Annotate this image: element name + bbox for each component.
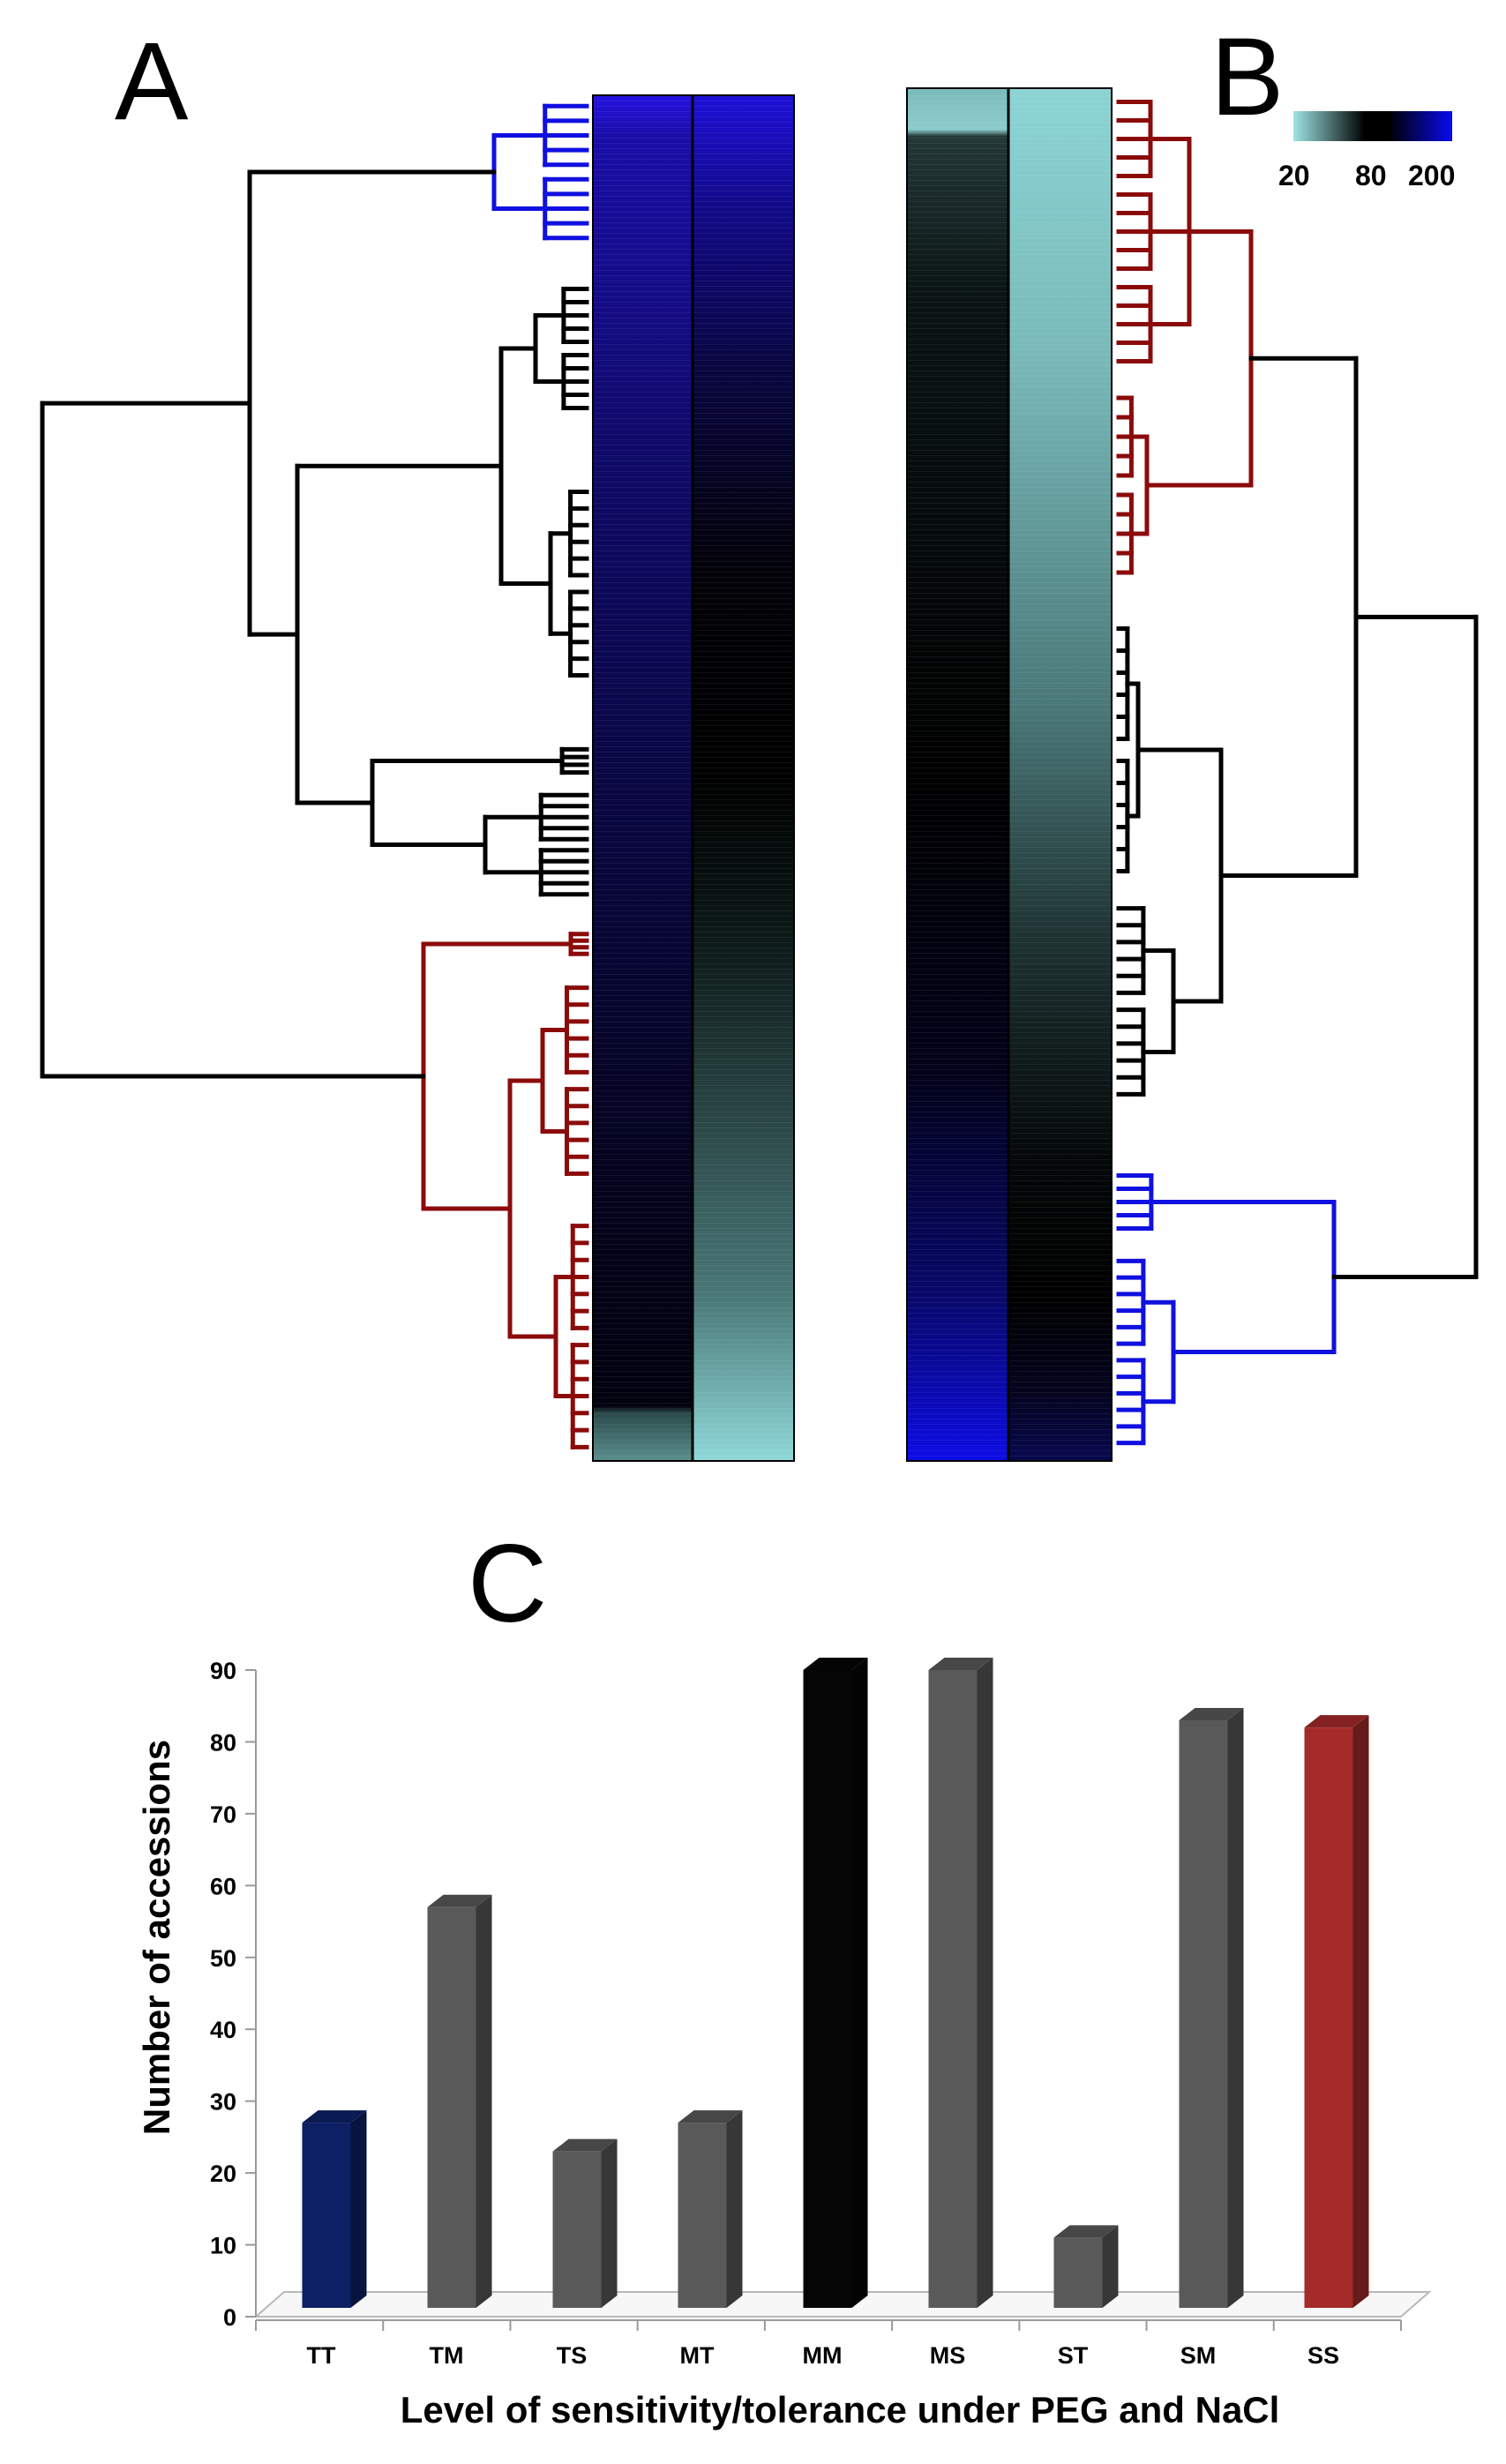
panel-label-a: A: [115, 20, 189, 143]
bar-front-6: [1053, 2237, 1103, 2308]
heatmap-legend: 20 80 200: [1278, 111, 1455, 191]
dendrogram-b: [1116, 100, 1479, 1446]
y-axis: 0 10 20 30 40 50 60 70 80 90: [210, 1658, 257, 2331]
y-tick-label-70: 70: [210, 1801, 236, 1828]
x-tick-label-ss: SS: [1307, 2342, 1339, 2369]
bar-chart-c: 0 10 20 30 40 50 60 70 80 90 TT TM TS MT MM MS ST SM SS N…: [136, 1658, 1432, 2430]
legend-label-mid: 80: [1355, 160, 1387, 191]
bar-side-0: [350, 2110, 367, 2308]
x-tick-label-st: ST: [1058, 2342, 1089, 2369]
bar-front-4: [803, 1670, 852, 2308]
x-axis: TT TM TS MT MM MS ST SM SS: [255, 2319, 1402, 2369]
y-tick-label-20: 20: [210, 2161, 236, 2187]
bar-mt: [678, 2110, 743, 2308]
bar-front-3: [678, 2123, 727, 2308]
bar-tt: [302, 2110, 367, 2308]
heatmap-b: [906, 87, 1113, 1462]
bar-top-7: [1179, 1708, 1244, 1721]
y-tick-label-10: 10: [210, 2233, 236, 2259]
x-axis-title: Level of sensitivity/tolerance under PEG…: [401, 2389, 1280, 2430]
bar-top-1: [427, 1894, 492, 1907]
bar-side-8: [1352, 1715, 1369, 2308]
bar-front-0: [302, 2123, 351, 2308]
bar-top-5: [928, 1658, 993, 1670]
x-tick-label-ts: TS: [557, 2342, 588, 2369]
bar-front-8: [1304, 1727, 1353, 2308]
y-tick-label-0: 0: [223, 2304, 236, 2331]
bar-side-4: [851, 1658, 868, 2308]
bar-ss: [1304, 1715, 1369, 2308]
bar-ms: [928, 1658, 993, 2308]
bar-sm: [1179, 1708, 1244, 2308]
bar-series: [302, 1658, 1369, 2308]
bar-side-3: [726, 2110, 743, 2308]
bar-side-1: [476, 1894, 492, 2308]
bar-front-1: [427, 1906, 476, 2308]
x-tick-label-mm: MM: [803, 2342, 843, 2369]
bar-tm: [427, 1894, 492, 2308]
bar-top-6: [1053, 2225, 1119, 2238]
heatmap-b-border: [906, 87, 1113, 1462]
y-axis-title: Number of accessions: [136, 1740, 177, 2135]
legend-gradient-bar: [1293, 111, 1452, 141]
heatmap-a: [592, 94, 795, 1462]
dendrogram-a: [40, 103, 589, 1449]
bar-side-7: [1227, 1708, 1244, 2308]
bar-ts: [552, 2138, 618, 2308]
y-tick-label-60: 60: [210, 1873, 236, 1899]
bar-front-7: [1179, 1720, 1228, 2308]
x-tick-label-mt: MT: [680, 2342, 715, 2369]
bar-mm: [803, 1658, 868, 2308]
panel-label-b: B: [1210, 16, 1284, 139]
bar-st: [1053, 2225, 1119, 2308]
x-tick-label-sm: SM: [1180, 2342, 1217, 2369]
bar-side-2: [601, 2138, 618, 2308]
panel-label-c: C: [468, 1523, 547, 1645]
y-tick-label-40: 40: [210, 2017, 236, 2043]
bar-top-0: [302, 2110, 367, 2123]
y-tick-label-90: 90: [210, 1658, 236, 1684]
legend-label-high: 200: [1408, 160, 1455, 191]
x-tick-label-ms: MS: [930, 2342, 966, 2369]
y-tick-label-50: 50: [210, 1945, 236, 1972]
x-tick-label-tm: TM: [430, 2342, 464, 2369]
y-tick-label-80: 80: [210, 1729, 236, 1756]
bar-top-4: [803, 1658, 868, 1670]
bar-front-2: [552, 2151, 602, 2308]
heatmap-a-border: [592, 94, 795, 1462]
x-tick-label-tt: TT: [307, 2342, 336, 2369]
bar-top-8: [1304, 1715, 1369, 1728]
legend-label-low: 20: [1278, 160, 1310, 191]
bar-side-5: [977, 1658, 993, 2308]
bar-front-5: [928, 1670, 978, 2308]
bar-top-3: [678, 2110, 743, 2123]
y-tick-label-30: 30: [210, 2089, 236, 2116]
bar-top-2: [552, 2138, 618, 2152]
bar-side-6: [1102, 2225, 1119, 2308]
